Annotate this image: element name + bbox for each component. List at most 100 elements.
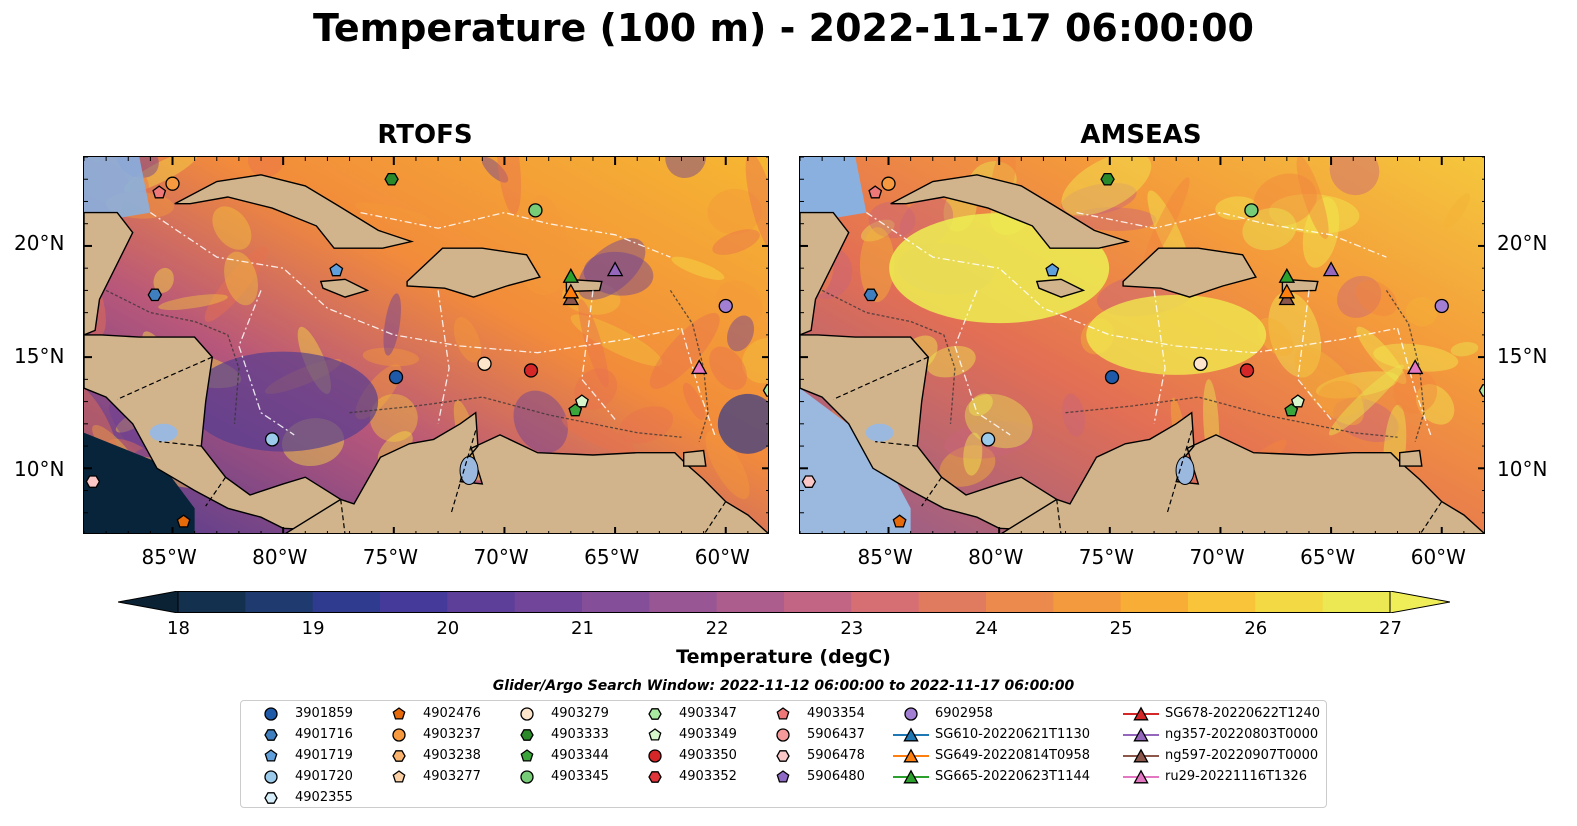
pentagon-marker-icon <box>392 770 406 783</box>
obs-marker-SG665-20220623T1144[interactable] <box>1278 267 1296 283</box>
legend-label: 4901716 <box>295 727 353 742</box>
triangle-marker-icon <box>893 748 929 763</box>
legend-label: ng357-20220803T0000 <box>1165 727 1319 742</box>
obs-marker-4903237[interactable] <box>881 176 896 191</box>
obs-marker-3901859[interactable] <box>1104 369 1120 385</box>
obs-marker-4903345[interactable] <box>528 203 543 218</box>
circle-marker-icon <box>648 749 662 763</box>
legend-label: 4901719 <box>295 748 353 763</box>
obs-marker-ng357-20220803T0000[interactable] <box>1322 261 1340 277</box>
colorbar-label: Temperature (degC) <box>676 646 891 668</box>
legend-label: 4903350 <box>679 748 737 763</box>
legend-label: SG610-20220621T1130 <box>935 727 1091 742</box>
legend-label: 5906478 <box>807 748 865 763</box>
ytick-left-10N: 10°N <box>14 457 65 481</box>
legend-label: 4903344 <box>551 748 609 763</box>
hexagon-marker-icon <box>648 771 662 783</box>
obs-marker-4903344[interactable] <box>1284 403 1299 417</box>
ytick-left-20N: 20°N <box>14 231 65 255</box>
obs-marker-ng357-20220803T0000[interactable] <box>606 261 624 277</box>
xtick-rtofs-65W: 65°W <box>584 545 640 569</box>
obs-marker-4903350[interactable] <box>523 363 539 378</box>
legend-label: 4903277 <box>423 769 481 784</box>
obs-marker-4903333[interactable] <box>1100 172 1115 186</box>
obs-marker-4903354[interactable] <box>152 185 167 199</box>
colorbar-tick-24: 24 <box>975 618 998 639</box>
xtick-amseas-60W: 60°W <box>1410 545 1466 569</box>
circle-marker-icon <box>904 707 918 721</box>
panel-title-rtofs: RTOFS <box>377 120 473 150</box>
xtick-rtofs-75W: 75°W <box>362 545 419 569</box>
obs-marker-4903345[interactable] <box>1244 203 1259 218</box>
hexagon-marker-icon <box>776 750 790 762</box>
obs-marker-4903350[interactable] <box>1239 363 1255 378</box>
obs-marker-4901720[interactable] <box>980 432 996 447</box>
hexagon-marker-icon <box>264 792 278 804</box>
obs-marker-4903344[interactable] <box>568 403 583 417</box>
ytick-left-15N: 15°N <box>14 344 65 368</box>
obs-marker-6902958[interactable] <box>718 298 733 314</box>
obs-marker-4903347[interactable] <box>1478 384 1486 397</box>
legend-label: 4901720 <box>295 769 353 784</box>
map-panel-amseas[interactable] <box>799 156 1485 534</box>
xtick-amseas-75W: 75°W <box>1078 545 1135 569</box>
colorbar-tick-19: 19 <box>301 618 325 639</box>
obs-marker-4901719[interactable] <box>329 263 344 277</box>
xtick-rtofs-85W: 85°W <box>141 545 197 569</box>
legend-label: 4902355 <box>295 790 353 805</box>
legend-label: ru29-20221116T1326 <box>1165 769 1308 784</box>
obs-marker-4902476[interactable] <box>176 514 191 528</box>
obs-marker-4901719[interactable] <box>1045 263 1060 277</box>
colorbar-tick-22: 22 <box>705 618 729 639</box>
obs-marker-4903333[interactable] <box>384 172 399 186</box>
obs-marker-4903347[interactable] <box>762 384 770 397</box>
pentagon-marker-icon <box>648 728 662 741</box>
colorbar-tick-27: 27 <box>1379 618 1402 639</box>
xtick-amseas-85W: 85°W <box>857 545 913 569</box>
obs-marker-ru29-20221116T1326[interactable] <box>1406 359 1424 375</box>
obs-marker-4903349[interactable] <box>1290 394 1305 408</box>
pentagon-marker-icon <box>392 707 406 720</box>
circle-marker-icon <box>776 728 790 742</box>
ytick-right-20N: 20°N <box>1497 231 1548 255</box>
obs-marker-ru29-20221116T1326[interactable] <box>690 359 708 375</box>
legend-label: 4903237 <box>423 727 481 742</box>
colorbar-tick-21: 21 <box>571 618 594 639</box>
obs-marker-4903279[interactable] <box>477 356 492 371</box>
legend-label: 3901859 <box>295 706 353 721</box>
obs-marker-4901720[interactable] <box>264 432 280 447</box>
ytick-right-10N: 10°N <box>1497 457 1548 481</box>
obs-marker-4901716[interactable] <box>147 288 163 302</box>
legend-label: 4903345 <box>551 769 609 784</box>
figure-title: Temperature (100 m) - 2022-11-17 06:00:0… <box>312 6 1254 50</box>
obs-marker-4901716[interactable] <box>863 288 879 302</box>
obs-marker-SG649-20220814T0958[interactable] <box>562 283 580 299</box>
circle-marker-icon <box>520 707 534 721</box>
obs-marker-6902958[interactable] <box>1434 298 1449 314</box>
pentagon-marker-icon <box>264 749 278 762</box>
colorbar-tick-26: 26 <box>1244 618 1268 639</box>
obs-marker-4903354[interactable] <box>868 185 883 199</box>
hexagon-marker-icon <box>520 729 534 741</box>
obs-marker-5906478[interactable] <box>85 475 101 488</box>
legend-label: 4903352 <box>679 769 737 784</box>
obs-marker-4903349[interactable] <box>574 394 589 408</box>
circle-marker-icon <box>264 707 278 721</box>
obs-marker-SG665-20220623T1144[interactable] <box>562 267 580 283</box>
legend-label: 4903238 <box>423 748 481 763</box>
colorbar <box>117 590 1451 617</box>
ytick-right-15N: 15°N <box>1497 344 1548 368</box>
obs-marker-3901859[interactable] <box>388 369 404 385</box>
legend-label: 4902476 <box>423 706 481 721</box>
legend-label: 4903349 <box>679 727 737 742</box>
obs-marker-4902476[interactable] <box>892 514 907 528</box>
obs-marker-SG649-20220814T0958[interactable] <box>1278 283 1296 299</box>
pentagon-marker-icon <box>776 707 790 720</box>
obs-marker-4903237[interactable] <box>165 176 180 191</box>
colorbar-tick-18: 18 <box>167 618 190 639</box>
hexagon-marker-icon <box>648 708 662 720</box>
map-panel-rtofs[interactable] <box>83 156 769 534</box>
obs-marker-4903279[interactable] <box>1193 356 1208 371</box>
obs-marker-5906478[interactable] <box>801 475 817 488</box>
pentagon-marker-icon <box>520 749 534 762</box>
